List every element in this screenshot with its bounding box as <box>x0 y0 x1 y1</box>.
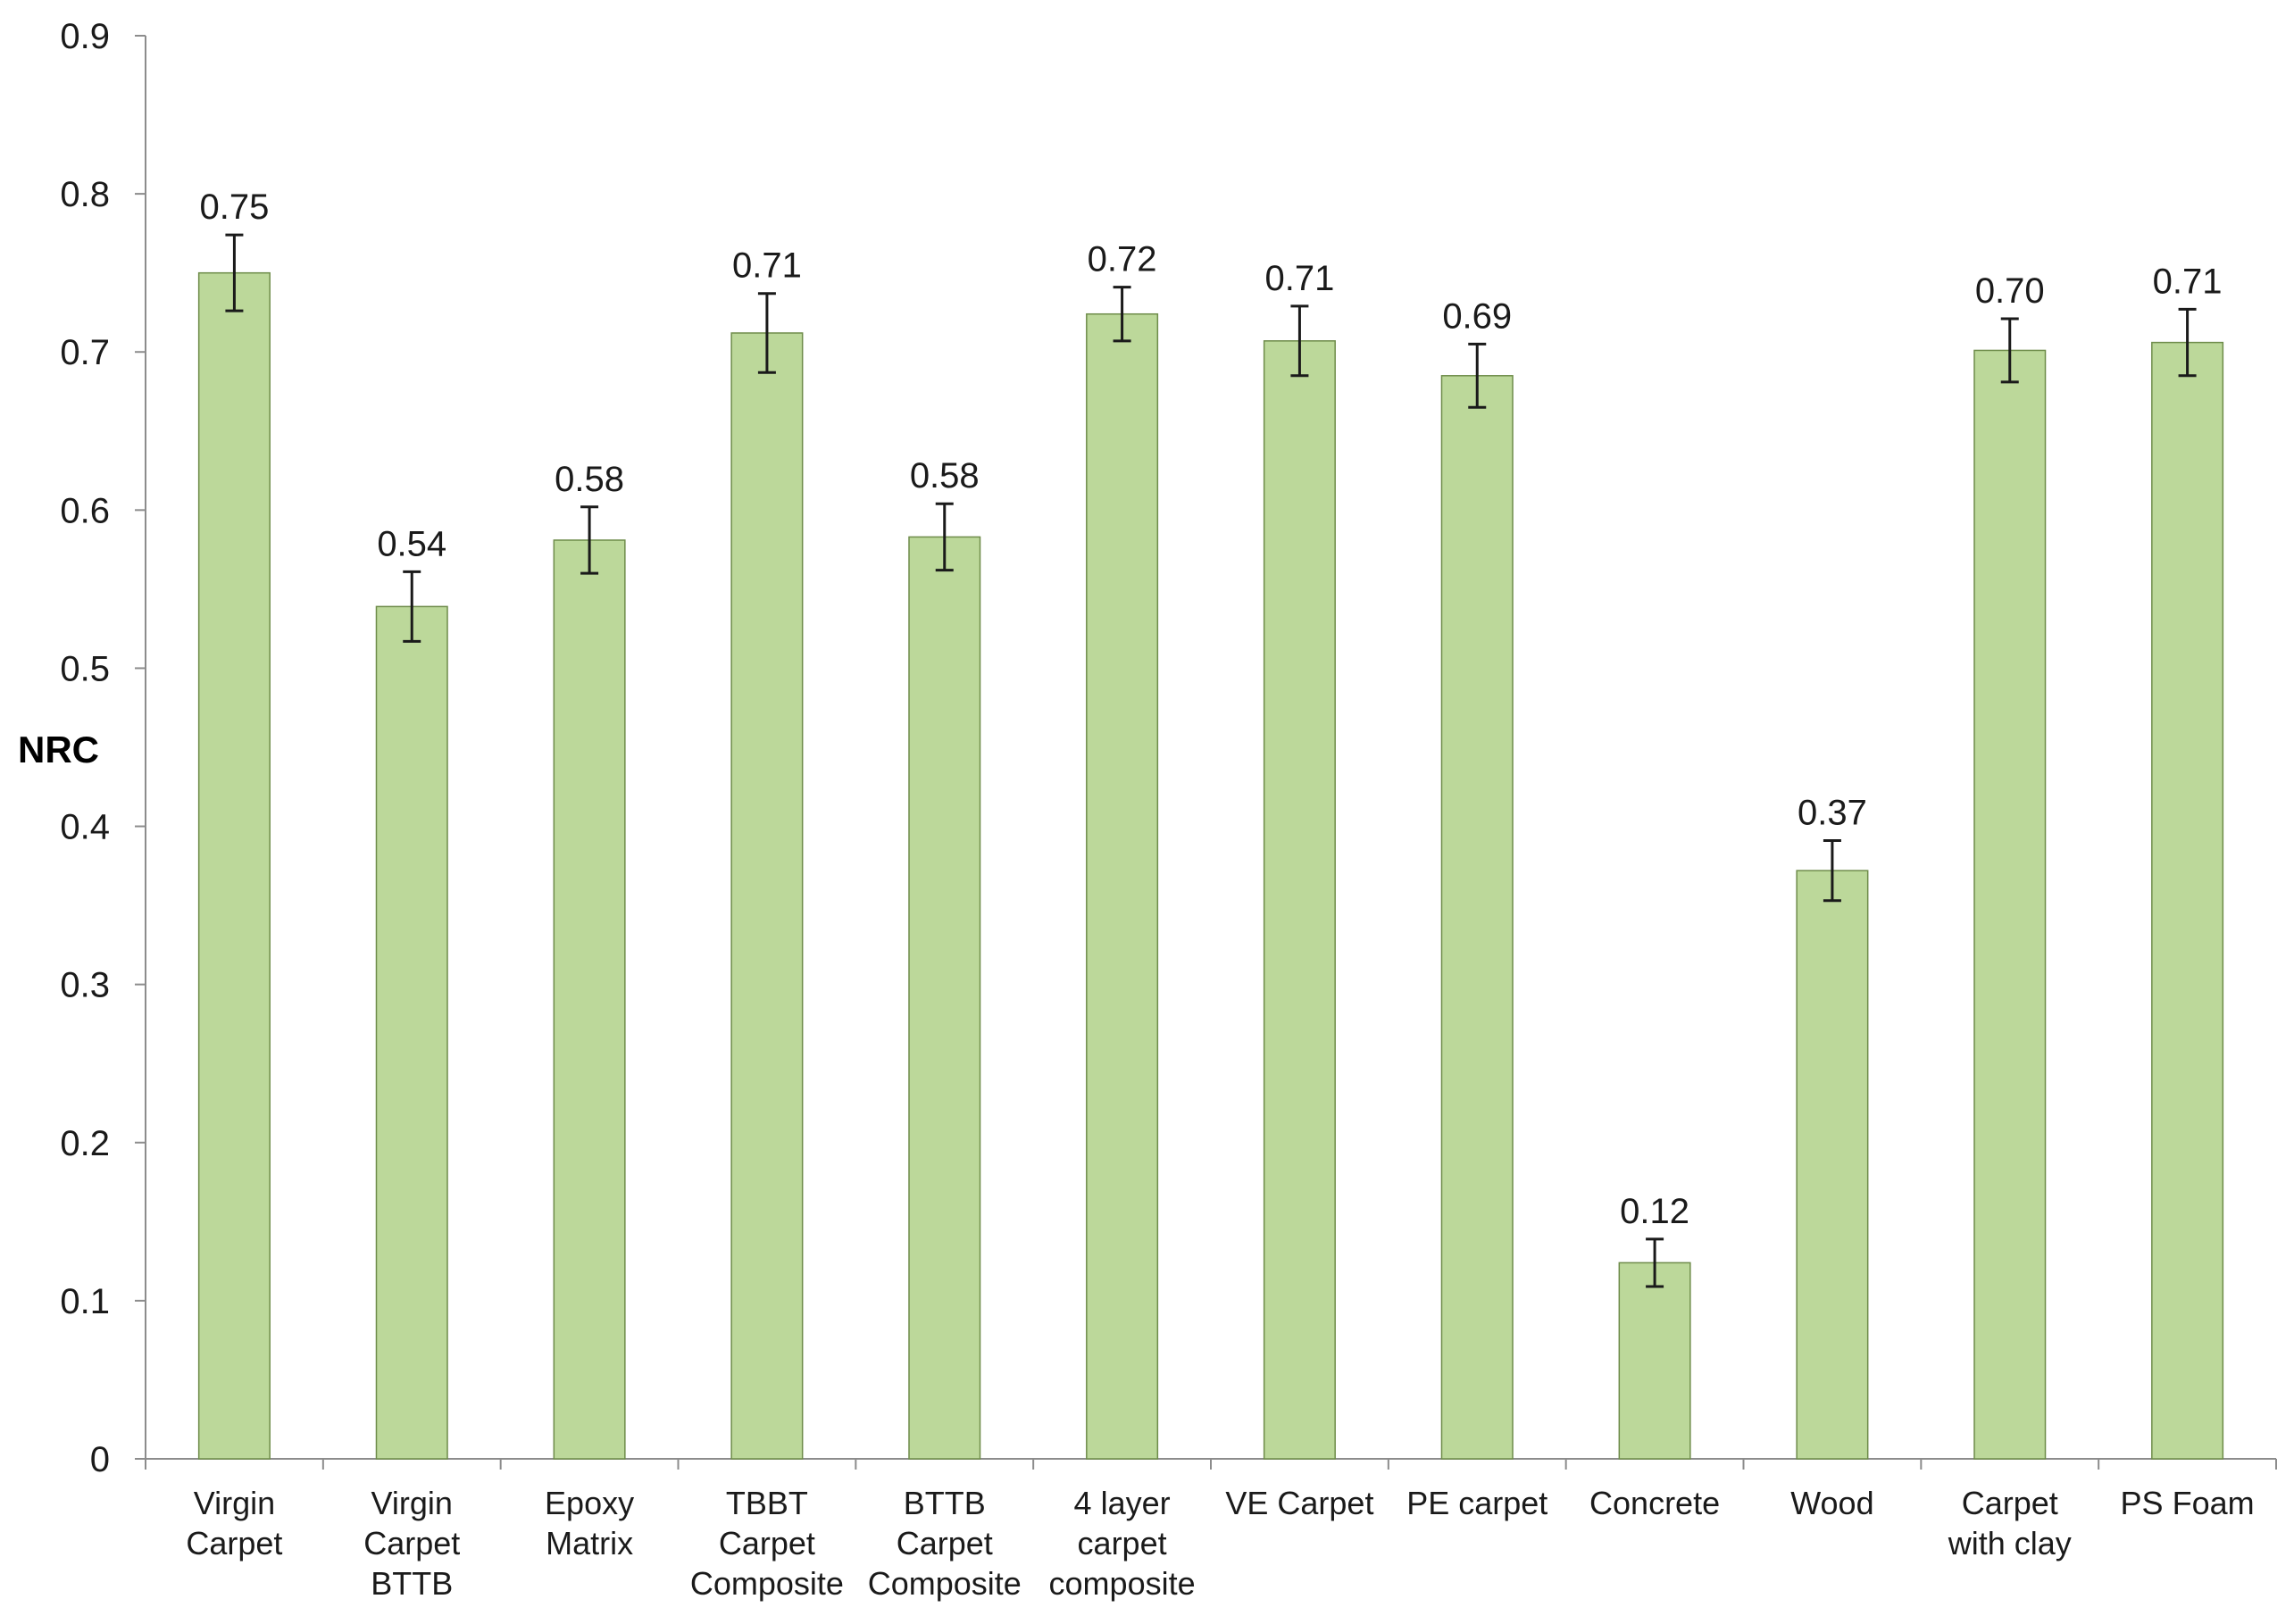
category-label: Virgin Carpet BTTB <box>363 1485 460 1602</box>
error-bar <box>1290 304 1309 378</box>
category-label-line: Concrete <box>1589 1485 1720 1521</box>
bars <box>197 271 2224 1460</box>
bar <box>2151 341 2224 1460</box>
error-bar <box>1113 286 1131 343</box>
category-label-line: PS Foam <box>2121 1485 2255 1521</box>
bar <box>1440 375 1514 1460</box>
category-label: TBBT Carpet Composite <box>690 1485 844 1602</box>
bar <box>1086 312 1159 1460</box>
category-label-line: Virgin <box>194 1485 275 1521</box>
category-label-line: composite <box>1049 1565 1196 1602</box>
category-label-line: Carpet <box>897 1525 993 1562</box>
category-label-line: VE Carpet <box>1225 1485 1373 1521</box>
x-axis <box>145 1458 2277 1470</box>
error-bar <box>1646 1237 1664 1288</box>
error-bar <box>2178 307 2197 378</box>
bar <box>1263 340 1336 1460</box>
y-tick-label: 0 <box>90 1440 110 1479</box>
category-label-line: Composite <box>690 1565 844 1602</box>
category-label: Concrete <box>1589 1485 1720 1521</box>
category-label: Wood <box>1790 1485 1873 1521</box>
data-label: 0.12 <box>1620 1192 1689 1231</box>
category-label-line: with clay <box>1948 1525 2072 1562</box>
data-label: 0.54 <box>377 524 446 563</box>
data-label: 0.71 <box>732 246 802 286</box>
y-tick-label: 0.1 <box>60 1282 110 1321</box>
y-tick-label: 0.2 <box>60 1124 110 1163</box>
data-label: 0.58 <box>555 460 624 499</box>
y-tick-label: 0.8 <box>60 175 110 214</box>
category-label-line: BTTB <box>904 1485 986 1521</box>
category-label-line: carpet <box>1078 1525 1167 1562</box>
category-label-line: Carpet <box>1962 1485 2058 1521</box>
category-label: 4 layer carpet composite <box>1049 1485 1196 1602</box>
bar <box>730 332 804 1460</box>
data-label: 0.75 <box>199 187 269 227</box>
category-label-line: Carpet <box>719 1525 815 1562</box>
bar <box>1973 349 2047 1460</box>
category-label-line: Carpet <box>363 1525 460 1562</box>
category-label-line: Matrix <box>546 1525 633 1562</box>
data-labels: 0.75 0.54 0.58 0.71 0.58 0.72 0.71 0.69 0.12 0.37… <box>199 187 2222 1231</box>
category-label: Carpet with clay <box>1948 1485 2072 1562</box>
error-bar <box>935 502 954 572</box>
data-label: 0.71 <box>1264 259 1334 298</box>
category-label: PS Foam <box>2121 1485 2255 1521</box>
bar <box>553 539 626 1460</box>
error-bar <box>580 505 599 575</box>
error-bar <box>757 292 776 374</box>
category-label-line: Wood <box>1790 1485 1873 1521</box>
category-label-line: Epoxy <box>545 1485 634 1521</box>
error-bar <box>1823 838 1841 903</box>
data-label: 0.72 <box>1088 240 1157 279</box>
data-label: 0.69 <box>1442 296 1512 336</box>
y-axis-title: NRC <box>18 729 99 770</box>
data-label: 0.70 <box>1975 271 2045 311</box>
y-tick-label: 0.3 <box>60 966 110 1005</box>
error-bar <box>2000 317 2019 384</box>
y-tick-label: 0.9 <box>60 17 110 56</box>
bar <box>908 536 981 1460</box>
category-label-line: Carpet <box>186 1525 282 1562</box>
bar <box>1618 1262 1691 1460</box>
data-label: 0.37 <box>1798 793 1867 832</box>
y-tick-label: 0.7 <box>60 333 110 372</box>
category-label: Virgin Carpet <box>186 1485 282 1562</box>
y-tick-label: 0.5 <box>60 649 110 688</box>
error-bars <box>225 233 2197 1288</box>
category-label: PE carpet <box>1406 1485 1547 1521</box>
bar <box>197 271 271 1460</box>
category-label-line: Composite <box>868 1565 1022 1602</box>
bar <box>1796 870 1869 1460</box>
y-tick-label: 0.6 <box>60 491 110 530</box>
y-tick-label: 0.4 <box>60 808 110 847</box>
data-label: 0.58 <box>910 456 980 496</box>
error-bar <box>1468 342 1487 409</box>
bar <box>375 605 448 1460</box>
category-label: Epoxy Matrix <box>545 1485 634 1562</box>
error-bar <box>225 233 244 312</box>
category-label-line: BTTB <box>371 1565 453 1602</box>
data-label: 0.71 <box>2153 262 2223 301</box>
category-label: VE Carpet <box>1225 1485 1373 1521</box>
error-bar <box>403 570 421 643</box>
y-axis: 0 0.1 0.2 0.3 0.4 0.5 0.6 0.7 0.8 0.9 <box>60 17 146 1479</box>
category-label-line: 4 layer <box>1074 1485 1171 1521</box>
category-label-line: Virgin <box>371 1485 453 1521</box>
category-label: BTTB Carpet Composite <box>868 1485 1022 1602</box>
category-label-line: PE carpet <box>1406 1485 1547 1521</box>
category-label-line: TBBT <box>726 1485 808 1521</box>
